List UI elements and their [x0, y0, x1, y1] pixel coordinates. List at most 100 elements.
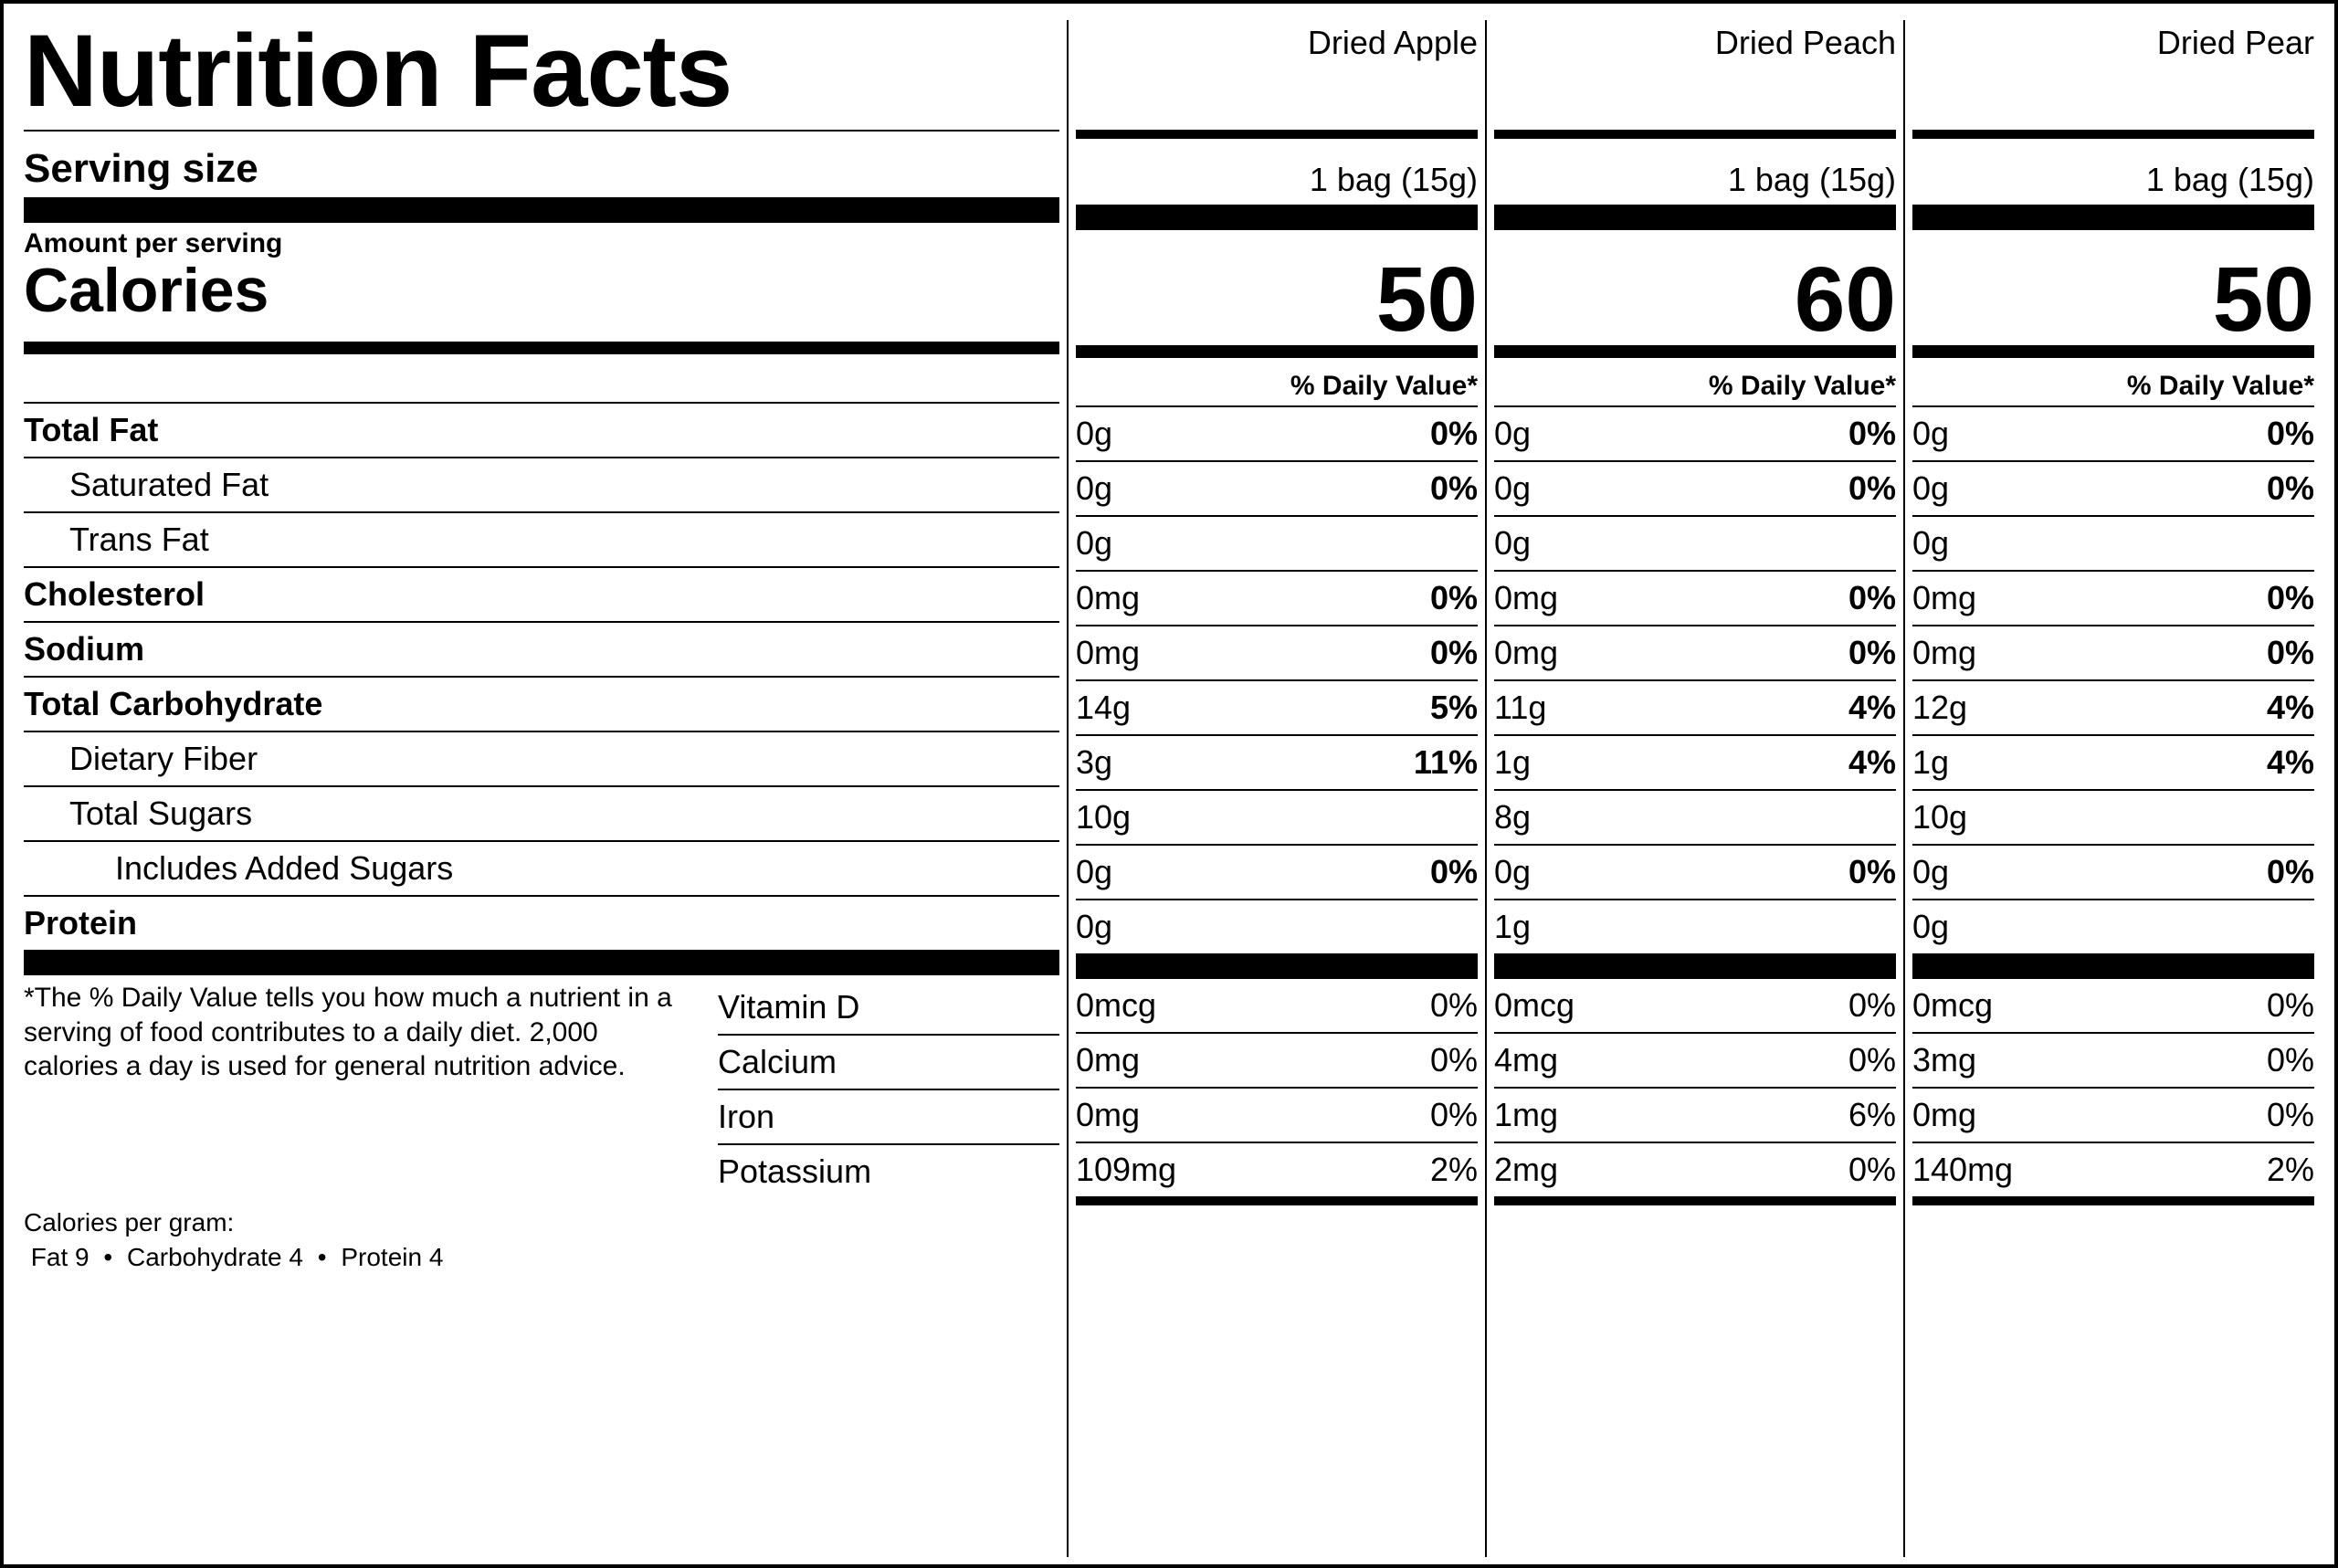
vitamin-value-row: 3mg0%: [1912, 1034, 2314, 1087]
nutrient-dv: 0%: [1848, 634, 1896, 672]
nutrient-value-row: 10g: [1912, 791, 2314, 844]
vitamin-dv: 0%: [1848, 1041, 1896, 1079]
calories-value: 50: [1912, 230, 2314, 345]
dv-header: % Daily Value*: [1912, 358, 2314, 405]
calories-per-gram: Calories per gram: Fat 9 • Carbohydrate …: [24, 1198, 1059, 1275]
nutrient-value-row: 3g11%: [1076, 736, 1478, 789]
vitamin-value-row: 109mg2%: [1076, 1143, 1478, 1196]
nutrient-dv: 4%: [1848, 689, 1896, 727]
vitamin-label: Iron: [718, 1090, 1059, 1143]
nutrient-amount: 0g: [1076, 908, 1112, 946]
product-column: Dried Pear1 bag (15g)50% Daily Value*0g0…: [1903, 20, 2314, 1557]
nutrient-dv: 0%: [1848, 469, 1896, 508]
nutrient-amount: 0g: [1494, 469, 1531, 508]
panel-title: Nutrition Facts: [24, 20, 1059, 130]
vitamin-amount: 0mg: [1076, 1096, 1140, 1134]
nutrient-value-row: 0g0%: [1912, 846, 2314, 899]
vitamin-dv: 2%: [2267, 1151, 2314, 1189]
nutrient-dv: 0%: [1430, 469, 1478, 508]
nutrient-label: Total Carbohydrate: [24, 678, 1059, 731]
nutrient-dv: 0%: [1430, 853, 1478, 891]
nutrient-dv: 4%: [2267, 743, 2314, 782]
nutrient-value-row: 0g0%: [1912, 462, 2314, 515]
vitamin-dv: 2%: [1430, 1151, 1478, 1189]
vitamin-value-row: 4mg 0%: [1494, 1034, 1896, 1087]
nutrient-amount: 0mg: [1912, 579, 1976, 617]
nutrient-dv: 0%: [1848, 415, 1896, 453]
nutrient-value-row: 10g: [1076, 791, 1478, 844]
nutrient-dv: 0%: [1430, 579, 1478, 617]
product-name: Dried Pear: [1912, 20, 2314, 130]
vitamin-value-row: 0mcg 0%: [1076, 979, 1478, 1032]
nutrient-value-row: 0mg 0%: [1076, 572, 1478, 625]
vitamin-label: Potassium: [718, 1145, 1059, 1198]
nutrient-amount: 1g: [1912, 743, 1949, 782]
nutrient-amount: 0mg: [1494, 634, 1558, 672]
vitamin-amount: 0mcg: [1076, 986, 1156, 1025]
nutrient-dv: 0%: [1848, 579, 1896, 617]
dv-header: % Daily Value*: [1076, 358, 1478, 405]
vitamin-amount: 0mg: [1912, 1096, 1976, 1134]
nutrient-value-row: 0mg 0%: [1494, 626, 1896, 679]
dv-footnote: *The % Daily Value tells you how much a …: [24, 981, 700, 1198]
nutrient-amount: 0g: [1494, 415, 1531, 453]
cpg-fat: Fat 9: [31, 1243, 90, 1271]
nutrient-dv: 4%: [2267, 689, 2314, 727]
serving-size-value: 1 bag (15g): [1912, 139, 2314, 205]
nutrient-value-row: 11g 4%: [1494, 681, 1896, 734]
vitamin-amount: 2mg: [1494, 1151, 1558, 1189]
nutrient-amount: 0g: [1076, 469, 1112, 508]
cpg-label: Calories per gram:: [24, 1208, 234, 1237]
nutrient-value-row: 8g: [1494, 791, 1896, 844]
product-name: Dried Apple: [1076, 20, 1478, 130]
nutrient-value-row: 1g: [1494, 900, 1896, 953]
nutrient-amount: 1g: [1494, 908, 1531, 946]
vitamin-dv: 0%: [1430, 986, 1478, 1025]
nutrient-amount: 8g: [1494, 798, 1531, 837]
vitamin-value-row: 2mg0%: [1494, 1143, 1896, 1196]
nutrient-amount: 0mg: [1076, 579, 1140, 617]
serving-size-value: 1 bag (15g): [1076, 139, 1478, 205]
nutrient-amount: 0g: [1912, 524, 1949, 563]
vitamin-amount: 0mcg: [1912, 986, 1993, 1025]
nutrient-dv: 0%: [2267, 853, 2314, 891]
nutrient-label: Protein: [24, 897, 1059, 950]
vitamin-value-row: 0mcg0%: [1494, 979, 1896, 1032]
nutrient-label: Trans Fat: [24, 513, 1059, 566]
nutrient-dv: 0%: [1430, 634, 1478, 672]
nutrient-value-row: 0mg0%: [1912, 572, 2314, 625]
footer-block: *The % Daily Value tells you how much a …: [24, 975, 1059, 1198]
nutrient-value-row: 0g: [1494, 517, 1896, 570]
vitamin-value-row: 0mcg 0%: [1912, 979, 2314, 1032]
nutrient-value-row: 0g: [1076, 517, 1478, 570]
nutrient-amount: 0mg: [1912, 634, 1976, 672]
nutrient-label: Saturated Fat: [24, 458, 1059, 511]
cpg-protein: Protein 4: [341, 1243, 443, 1271]
nutrient-dv: 0%: [2267, 469, 2314, 508]
nutrient-amount: 0mg: [1076, 634, 1140, 672]
cpg-sep-1: •: [103, 1243, 112, 1271]
nutrient-value-row: 14g5%: [1076, 681, 1478, 734]
vitamin-value-row: 1mg6%: [1494, 1089, 1896, 1142]
nutrient-amount: 0g: [1912, 908, 1949, 946]
nutrient-value-row: 0g: [1912, 517, 2314, 570]
nutrient-amount: 3g: [1076, 743, 1112, 782]
nutrient-amount: 11g: [1494, 689, 1546, 727]
nutrient-amount: 0g: [1076, 524, 1112, 563]
vitamin-dv: 0%: [1430, 1041, 1478, 1079]
vitamin-label: Calcium: [718, 1036, 1059, 1089]
nutrient-value-row: 0g0%: [1912, 407, 2314, 460]
vitamin-dv: 6%: [1848, 1096, 1896, 1134]
vitamin-amount: 4mg: [1494, 1041, 1558, 1079]
vitamin-amount: 3mg: [1912, 1041, 1976, 1079]
nutrient-dv: 4%: [1848, 743, 1896, 782]
vitamin-dv: 0%: [2267, 986, 2314, 1025]
nutrient-amount: 1g: [1494, 743, 1531, 782]
nutrient-label: Total Sugars: [24, 787, 1059, 840]
nutrient-value-row: 0g 0%: [1494, 407, 1896, 460]
calories-label: Calories: [24, 259, 1059, 342]
nutrient-value-row: 0g0%: [1494, 846, 1896, 899]
nutrient-value-row: 0g0%: [1076, 407, 1478, 460]
nutrient-amount: 0g: [1076, 853, 1112, 891]
vitamin-amount: 140mg: [1912, 1151, 2013, 1189]
